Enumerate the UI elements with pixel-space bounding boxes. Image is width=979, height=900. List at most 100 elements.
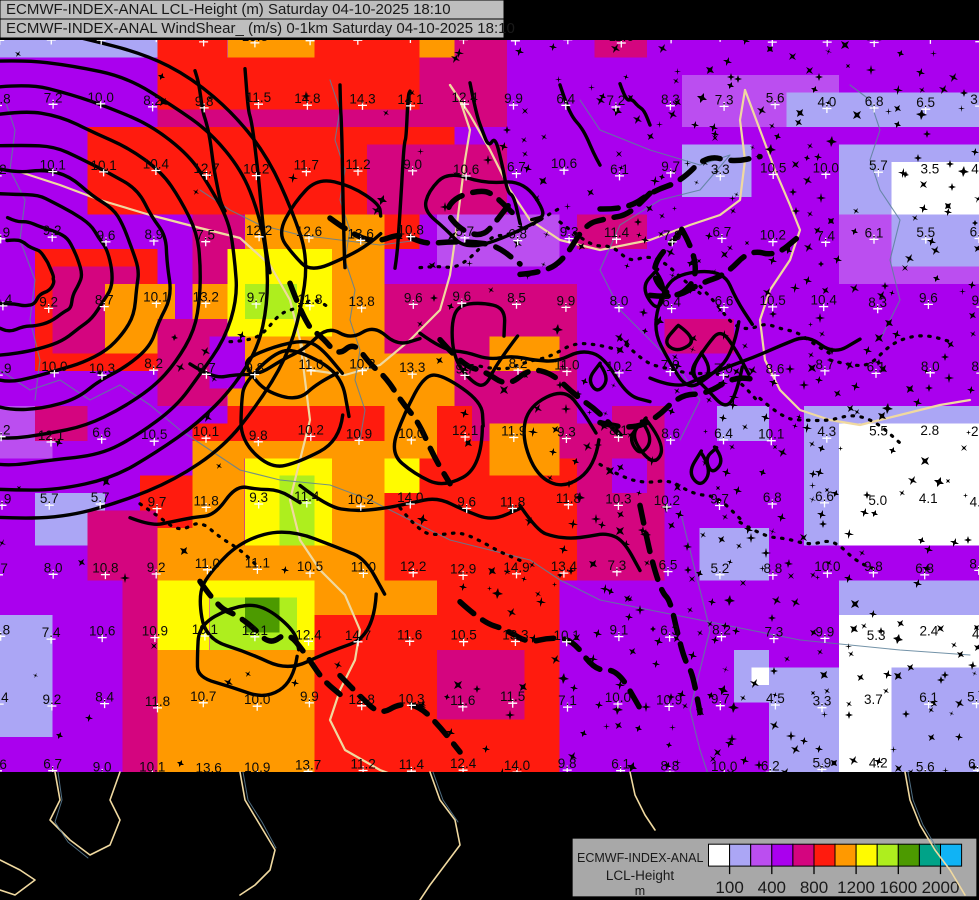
svg-text:11.9: 11.9 — [501, 424, 526, 439]
svg-text:14.3: 14.3 — [349, 91, 375, 106]
svg-text:ECMWF-INDEX-ANAL LCL-Height (m: ECMWF-INDEX-ANAL LCL-Height (m) Saturday… — [6, 1, 451, 18]
svg-text:9.6: 9.6 — [919, 290, 938, 305]
svg-text:5.6: 5.6 — [967, 690, 979, 705]
svg-text:11.8: 11.8 — [500, 495, 525, 510]
svg-text:9.6: 9.6 — [972, 293, 979, 308]
svg-text:5.0: 5.0 — [868, 493, 887, 508]
svg-text:12.8: 12.8 — [349, 692, 375, 707]
svg-text:m: m — [635, 884, 645, 898]
svg-text:10.5: 10.5 — [760, 161, 786, 176]
svg-text:10.1: 10.1 — [193, 424, 219, 439]
svg-text:6.4: 6.4 — [662, 295, 681, 310]
svg-text:400: 400 — [758, 878, 786, 897]
svg-text:8.3: 8.3 — [661, 92, 680, 107]
svg-text:5.7: 5.7 — [455, 224, 474, 239]
svg-text:10.1: 10.1 — [90, 158, 116, 173]
svg-text:6.8: 6.8 — [508, 227, 527, 242]
svg-text:6.4: 6.4 — [0, 292, 13, 307]
svg-text:6.4: 6.4 — [970, 225, 979, 240]
svg-text:8.9: 8.9 — [145, 227, 164, 242]
svg-text:7.1: 7.1 — [558, 693, 577, 708]
svg-text:9.1: 9.1 — [610, 623, 629, 638]
svg-text:9.6: 9.6 — [452, 289, 471, 304]
svg-text:13.3: 13.3 — [399, 360, 425, 375]
svg-text:13.3: 13.3 — [502, 628, 528, 643]
svg-text:9.7: 9.7 — [0, 561, 8, 576]
svg-text:10.1: 10.1 — [758, 427, 784, 442]
svg-text:10.4: 10.4 — [811, 293, 838, 308]
svg-text:10.3: 10.3 — [605, 491, 631, 506]
svg-text:8.9: 8.9 — [0, 225, 10, 240]
svg-text:14.8: 14.8 — [294, 91, 320, 106]
svg-text:9.7: 9.7 — [661, 159, 680, 174]
svg-text:7.2: 7.2 — [0, 423, 10, 438]
svg-text:7.9: 7.9 — [661, 358, 680, 373]
svg-text:11.7: 11.7 — [294, 158, 319, 173]
svg-text:10.9: 10.9 — [142, 624, 168, 639]
svg-text:6.7: 6.7 — [713, 225, 732, 240]
svg-text:9.8: 9.8 — [245, 361, 264, 376]
svg-text:6.1: 6.1 — [611, 757, 630, 772]
svg-text:9.9: 9.9 — [504, 91, 523, 106]
svg-text:10.0: 10.0 — [244, 692, 270, 707]
svg-text:11.0: 11.0 — [195, 556, 220, 571]
svg-text:8.5: 8.5 — [969, 556, 979, 571]
svg-text:9.9: 9.9 — [300, 689, 319, 704]
svg-text:11.0: 11.0 — [298, 357, 323, 372]
svg-text:7.2: 7.2 — [44, 90, 63, 105]
svg-text:11.4: 11.4 — [604, 225, 630, 240]
svg-text:9.6: 9.6 — [404, 290, 423, 305]
svg-text:10.6: 10.6 — [453, 162, 479, 177]
svg-text:6.7: 6.7 — [507, 160, 526, 175]
svg-text:9.6: 9.6 — [97, 228, 116, 243]
svg-text:10.8: 10.8 — [0, 92, 11, 107]
svg-text:5.7: 5.7 — [869, 158, 888, 173]
svg-text:6.5: 6.5 — [916, 95, 935, 110]
svg-text:4.8: 4.8 — [970, 495, 979, 510]
svg-text:3.4: 3.4 — [970, 92, 979, 107]
svg-text:10.5: 10.5 — [450, 628, 476, 643]
svg-text:2.8: 2.8 — [920, 423, 939, 438]
svg-text:5.7: 5.7 — [40, 491, 59, 506]
svg-text:3.3: 3.3 — [711, 162, 730, 177]
svg-text:5.5: 5.5 — [916, 225, 935, 240]
svg-text:9.6: 9.6 — [457, 494, 476, 509]
svg-text:6.8: 6.8 — [865, 94, 884, 109]
svg-text:5.6: 5.6 — [766, 91, 785, 106]
svg-text:4.1: 4.1 — [919, 491, 938, 506]
svg-text:10.2: 10.2 — [606, 359, 632, 374]
svg-text:11.2: 11.2 — [350, 757, 375, 772]
svg-text:12.1: 12.1 — [38, 428, 64, 443]
svg-text:6.3: 6.3 — [660, 623, 679, 638]
svg-text:9.8: 9.8 — [195, 94, 214, 109]
svg-text:12.4: 12.4 — [451, 90, 478, 105]
svg-text:800: 800 — [800, 878, 828, 897]
svg-text:7.2: 7.2 — [607, 93, 626, 108]
svg-text:11.2: 11.2 — [345, 157, 370, 172]
svg-text:8.0: 8.0 — [610, 294, 629, 309]
svg-text:5.2: 5.2 — [711, 561, 730, 576]
svg-text:3.7: 3.7 — [864, 692, 883, 707]
svg-text:9.9: 9.9 — [816, 624, 835, 639]
svg-text:8.0: 8.0 — [44, 560, 63, 575]
svg-text:14.9: 14.9 — [503, 560, 529, 575]
svg-text:6.2: 6.2 — [761, 758, 780, 773]
svg-text:4.2: 4.2 — [972, 627, 979, 642]
svg-text:9.2: 9.2 — [39, 294, 58, 309]
svg-text:10.8: 10.8 — [398, 223, 424, 238]
svg-text:10.2: 10.2 — [654, 493, 680, 508]
svg-text:6.6: 6.6 — [715, 294, 734, 309]
svg-text:10.3: 10.3 — [398, 691, 424, 706]
svg-text:12.2: 12.2 — [400, 559, 426, 574]
svg-text:1600: 1600 — [879, 878, 917, 897]
svg-text:10.1: 10.1 — [192, 622, 218, 637]
svg-text:9.7: 9.7 — [711, 692, 730, 707]
svg-text:11.4: 11.4 — [399, 757, 425, 772]
svg-text:9.2: 9.2 — [43, 223, 62, 238]
svg-text:9.2: 9.2 — [43, 692, 62, 707]
svg-text:11.5: 11.5 — [246, 90, 271, 105]
svg-text:10.1: 10.1 — [553, 628, 579, 643]
svg-text:14.1: 14.1 — [397, 92, 423, 107]
svg-text:2000: 2000 — [922, 878, 960, 897]
svg-text:2.3: 2.3 — [971, 424, 979, 439]
